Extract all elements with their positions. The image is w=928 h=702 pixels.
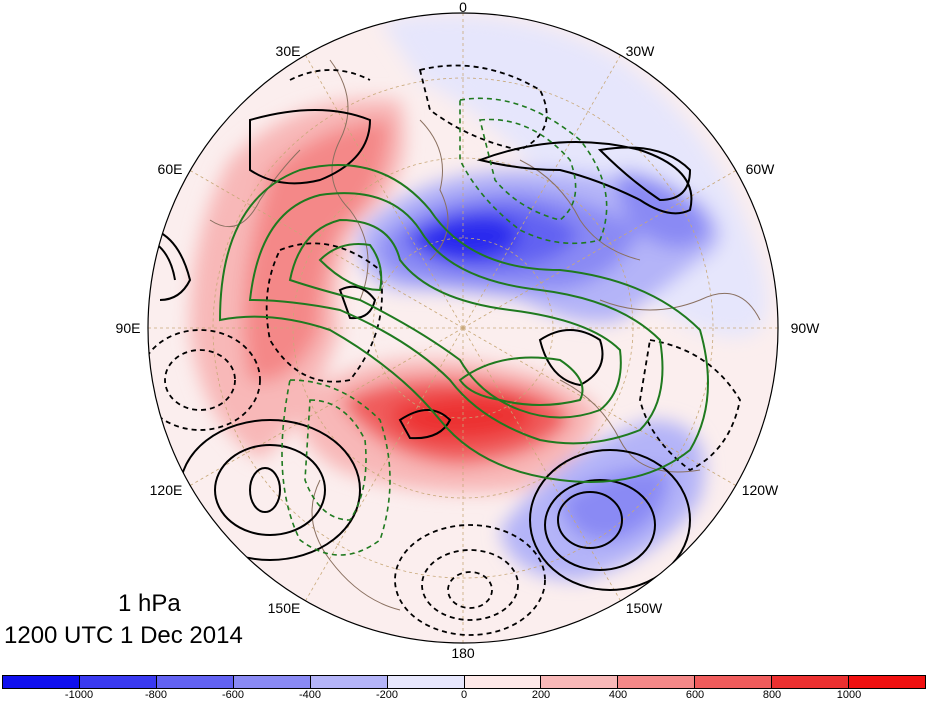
colorbar-tick-label: 1000 [836,689,862,701]
colorbar-segment [618,676,696,688]
colorbar-segment [541,676,619,688]
lon-label-120e: 120E [150,482,183,498]
colorbar-segment [695,676,773,688]
colorbar-segment [464,676,542,688]
colorbar-tick-label: 600 [685,689,705,701]
green-contours [218,164,709,483]
colorbar-tick-label: -600 [221,689,245,701]
lon-label-30e: 30E [276,43,301,59]
colorbar-tick-label: 800 [762,689,782,701]
graticule [148,13,778,643]
colorbar-tick-label: -200 [375,689,399,701]
colorbar-tick-label: -800 [144,689,168,701]
colorbar-tick-label: -1000 [64,689,94,701]
map-boundary [147,12,779,644]
colorbar-segment [233,676,311,688]
lon-label-60w: 60W [746,161,776,177]
colorbar-segment [79,676,157,688]
lon-label-60e: 60E [158,161,183,177]
colorbar-tick-label: 0 [460,689,468,701]
colorbar-tick-label: 400 [608,689,628,701]
lon-label-120w: 120W [742,482,779,498]
lon-label-90w: 90W [791,320,821,336]
colorbar-segment [849,676,926,688]
colorbar-segment [310,676,388,688]
lon-label-180: 180 [451,645,475,661]
colorbar-tick-label: -400 [298,689,322,701]
colorbar-segment [3,676,80,688]
lon-label-90e: 90E [116,320,141,336]
datetime-title: 1200 UTC 1 Dec 2014 [4,622,243,649]
colorbar-segment [772,676,850,688]
lon-label-30w: 30W [626,43,656,59]
colorbar-tick-label: 200 [531,689,551,701]
colorbar-segment [156,676,234,688]
colorbar-segment [387,676,465,688]
pressure-level-title: 1 hPa [118,590,181,617]
lon-label-150e: 150E [268,600,301,616]
green-dashed-contours [281,97,608,556]
lon-label-150w: 150W [626,600,663,616]
colorbar [2,675,926,689]
lon-label-0: 0 [459,0,467,15]
